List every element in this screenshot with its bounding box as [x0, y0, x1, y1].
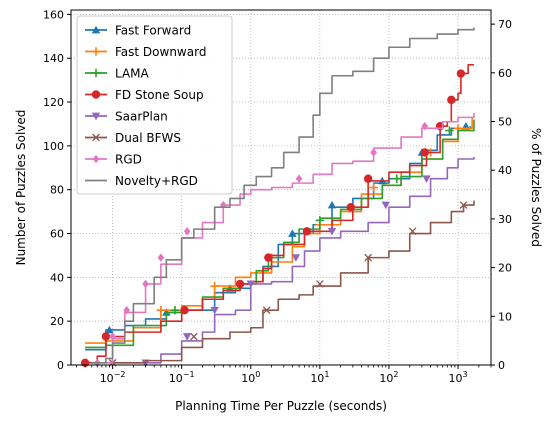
data-point-marker — [421, 148, 429, 156]
legend-label: Fast Downward — [115, 45, 206, 59]
y-right-tick-label: 40 — [498, 164, 512, 177]
x-tick-base: 10 — [310, 372, 324, 385]
data-point-marker — [303, 227, 311, 235]
data-point-marker — [457, 69, 465, 77]
x-tick-label: 100 — [241, 370, 260, 385]
y-right-tick-label: 60 — [498, 67, 512, 80]
x-tick-base: 10 — [448, 372, 462, 385]
x-tick-base: 10 — [379, 372, 393, 385]
x-tick-base: 10 — [169, 372, 183, 385]
x-tick-exponent: −2 — [114, 370, 126, 379]
x-tick-label: 101 — [310, 370, 329, 385]
x-tick-exponent: 3 — [462, 370, 467, 379]
x-tick-label: 102 — [379, 370, 398, 385]
legend-box — [77, 16, 232, 194]
y-tick-label: 20 — [50, 315, 64, 328]
legend: Fast Forward Fast Downward LAMA FD Stone So… — [77, 16, 232, 194]
x-axis-label: Planning Time Per Puzzle (seconds) — [175, 399, 387, 413]
legend-label: RGD — [115, 153, 142, 167]
y-tick-label: 120 — [43, 96, 64, 109]
x-tick-exponent: 0 — [255, 370, 260, 379]
y-right-tick-label: 10 — [498, 310, 512, 323]
data-point-marker — [102, 332, 110, 340]
data-point-marker — [92, 90, 100, 98]
data-point-marker — [347, 203, 355, 211]
data-point-marker — [236, 280, 244, 288]
x-tick-exponent: 2 — [393, 370, 398, 379]
x-tick-label: 10−1 — [169, 370, 195, 385]
y-tick-label: 100 — [43, 140, 64, 153]
legend-label: Novelty+RGD — [115, 174, 198, 188]
y-tick-label: 40 — [50, 271, 64, 284]
legend-label: Dual BFWS — [115, 131, 181, 145]
data-point-marker — [180, 306, 188, 314]
legend-label: Fast Forward — [115, 24, 191, 38]
x-tick-exponent: 1 — [324, 370, 329, 379]
x-tick-label: 10−2 — [100, 370, 126, 385]
legend-label: FD Stone Soup — [115, 88, 204, 102]
y-right-tick-label: 20 — [498, 262, 512, 275]
legend-label: LAMA — [115, 67, 150, 81]
x-tick-label: 103 — [448, 370, 467, 385]
y-tick-label: 60 — [50, 228, 64, 241]
y-right-tick-label: 30 — [498, 213, 512, 226]
y-right-tick-label: 50 — [498, 116, 512, 129]
y-tick-label: 80 — [50, 184, 64, 197]
data-point-marker — [447, 96, 455, 104]
y-tick-label: 160 — [43, 8, 64, 21]
data-point-marker — [264, 253, 272, 261]
x-tick-base: 10 — [100, 372, 114, 385]
y-right-tick-label: 0 — [498, 359, 505, 372]
x-tick-base: 10 — [241, 372, 255, 385]
y-tick-label: 140 — [43, 52, 64, 65]
x-tick-exponent: −1 — [183, 370, 195, 379]
y-axis-right-label: % of Puzzles Solved — [529, 128, 543, 247]
y-tick-label: 0 — [57, 359, 64, 372]
y-right-tick-label: 70 — [498, 18, 512, 31]
legend-label: SaarPlan — [115, 110, 168, 124]
data-point-marker — [364, 175, 372, 183]
y-axis-label: Number of Puzzles Solved — [14, 110, 28, 266]
